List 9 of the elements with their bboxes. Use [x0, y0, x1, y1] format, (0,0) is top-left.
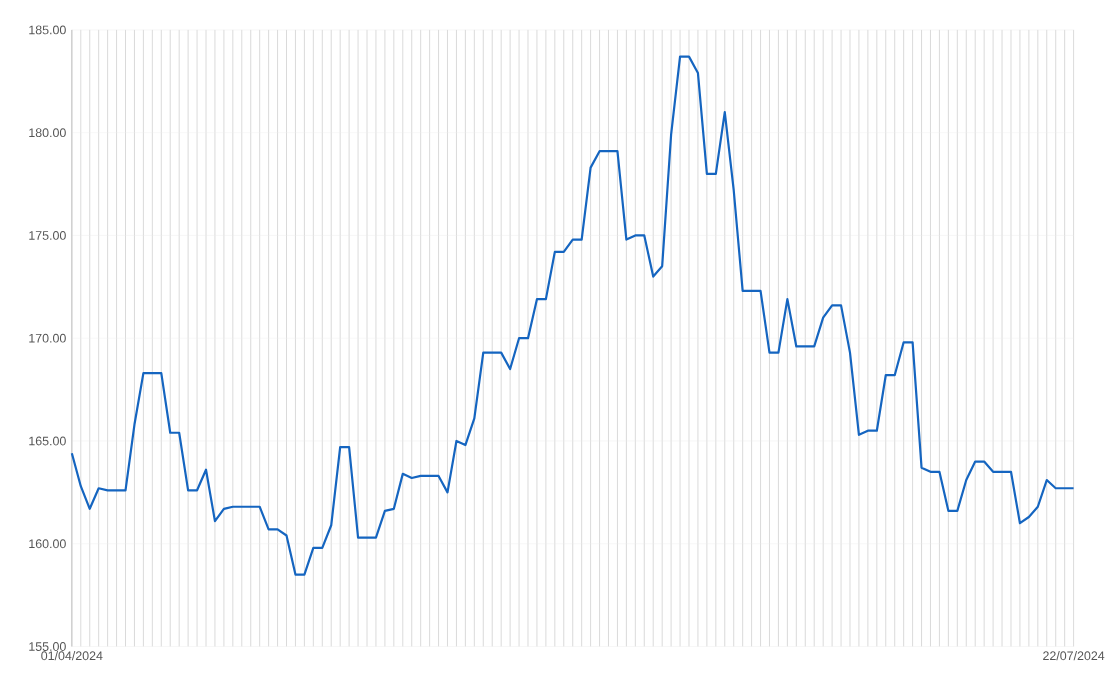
y-tick-label: 160.00 [29, 539, 66, 548]
y-tick-label: 185.00 [29, 25, 66, 35]
y-tick-label: 175.00 [29, 230, 66, 240]
y-tick-label: 180.00 [29, 128, 66, 137]
y-tick-label: 165.00 [29, 436, 66, 446]
y-tick-label: 170.00 [29, 333, 66, 343]
y-tick-label: 155.00 [29, 641, 66, 651]
x-tick-label: 22/07/2024 [1043, 650, 1105, 660]
x-tick-label: 01/04/2024 [41, 650, 103, 660]
